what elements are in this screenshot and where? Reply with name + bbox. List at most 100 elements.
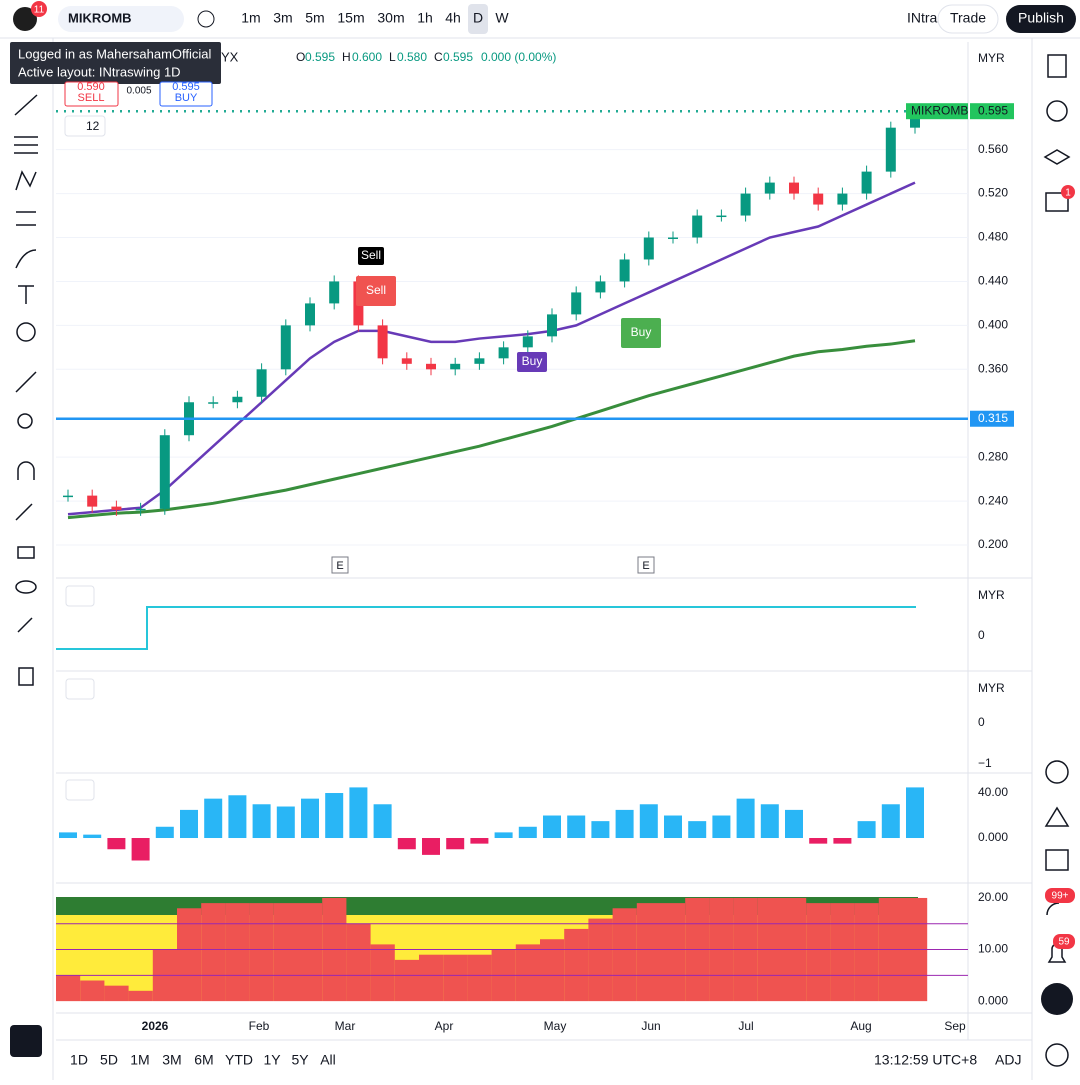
range-button[interactable]: All: [320, 1052, 336, 1068]
signal-text: Buy: [522, 354, 543, 368]
candle: [522, 336, 533, 348]
range-button[interactable]: 1Y: [263, 1052, 281, 1068]
avatar[interactable]: [13, 7, 37, 31]
interval[interactable]: 4h: [445, 10, 461, 26]
interval[interactable]: 1m: [241, 10, 260, 26]
range-button[interactable]: 5D: [100, 1052, 118, 1068]
pane-tick-label: 20.00: [978, 890, 1008, 904]
range-button[interactable]: 1M: [130, 1052, 149, 1068]
strength-bar: [467, 954, 492, 1002]
interval[interactable]: D: [473, 10, 483, 26]
legend-value: C: [434, 50, 443, 64]
histogram-bar: [857, 821, 876, 839]
price-tick-label: 0.440: [978, 274, 1008, 288]
favorites[interactable]: [10, 1025, 42, 1057]
earnings-text[interactable]: E: [642, 560, 649, 572]
legend-value: 0.595: [305, 50, 335, 64]
step-line: [56, 606, 916, 650]
candle: [498, 347, 509, 359]
symbol: MIKROMB: [68, 10, 132, 25]
right-toolbar[interactable]: [1043, 54, 1071, 1067]
histogram-bar: [131, 838, 150, 861]
interval[interactable]: 3m: [273, 10, 292, 26]
legend-value: O: [296, 50, 305, 64]
histogram-bar: [204, 798, 223, 839]
badge-text: 1: [1065, 188, 1071, 199]
indicator-toggle[interactable]: [64, 115, 106, 137]
signal-label: [517, 352, 547, 372]
pane-collapse[interactable]: [65, 678, 95, 700]
price-tick-label: 0.280: [978, 449, 1008, 463]
histogram-bar: [906, 787, 924, 839]
strength-bar: [225, 903, 250, 1002]
legend-symbol: YX: [221, 49, 239, 64]
interval[interactable]: 15m: [337, 10, 364, 26]
histogram-bar: [373, 804, 392, 839]
frame: [0, 37, 1080, 1080]
signal-label: [358, 247, 384, 265]
candle: [159, 435, 170, 509]
earnings-marker: [331, 556, 349, 574]
currency[interactable]: MYR: [978, 681, 1005, 695]
adj-toggle[interactable]: ADJ: [995, 1052, 1021, 1068]
pane-collapse[interactable]: [65, 585, 95, 607]
strength-bar: [636, 903, 661, 1002]
candle: [643, 237, 654, 260]
earnings-text[interactable]: E: [336, 560, 343, 572]
range-button[interactable]: 1D: [70, 1052, 88, 1068]
histogram-bar: [518, 826, 537, 839]
currency[interactable]: MYR: [978, 588, 1005, 602]
pane-tick-label: 0.000: [978, 830, 1008, 844]
range-button[interactable]: YTD: [225, 1052, 253, 1068]
histogram-bar: [446, 838, 465, 850]
price-tag-label: 0.315: [978, 411, 1008, 425]
sell-button[interactable]: [64, 81, 119, 107]
candle: [450, 363, 461, 370]
histogram-bar: [470, 838, 489, 844]
badge: [1045, 888, 1075, 903]
left-toolbar[interactable]: [14, 94, 38, 686]
histogram-bar: [228, 795, 247, 839]
range-button[interactable]: 3M: [162, 1052, 181, 1068]
apps[interactable]: [1041, 983, 1073, 1015]
publish-button[interactable]: [1006, 5, 1076, 33]
currency[interactable]: MYR: [978, 51, 1005, 65]
range-button[interactable]: 6M: [194, 1052, 213, 1068]
interval-active: [468, 4, 488, 34]
symbol-tag: [906, 103, 968, 120]
trade-button[interactable]: [937, 4, 999, 34]
candle: [329, 281, 340, 304]
badge: [1053, 934, 1075, 949]
add-symbol[interactable]: [197, 10, 215, 28]
histogram-bar: [785, 809, 803, 839]
price-tick-label: 0.480: [978, 230, 1008, 244]
candle: [740, 193, 751, 216]
strength-bar: [177, 908, 202, 1002]
range-button[interactable]: 5Y: [291, 1052, 309, 1068]
interval[interactable]: 5m: [305, 10, 324, 26]
layout-name[interactable]: INtra: [907, 10, 938, 26]
histogram-bar: [107, 838, 126, 850]
pane-collapse[interactable]: [65, 779, 95, 801]
interval[interactable]: 30m: [377, 10, 404, 26]
interval[interactable]: W: [495, 10, 509, 26]
histogram-bar: [325, 793, 344, 839]
strength-bar: [128, 990, 153, 1002]
indicator-count: 12: [86, 119, 100, 133]
strength-bar: [249, 903, 274, 1002]
histogram-bar: [180, 809, 198, 839]
strength-bar: [370, 944, 395, 1002]
histogram-bar: [760, 804, 779, 839]
strength-bar: [854, 903, 879, 1002]
buy-label: BUY: [175, 92, 198, 104]
strength-bar: [273, 903, 298, 1002]
legend-value: H: [342, 50, 351, 64]
symbol-search[interactable]: [58, 6, 184, 32]
interval[interactable]: 1h: [417, 10, 433, 26]
histogram-bar: [615, 809, 634, 839]
candle: [426, 363, 436, 370]
strength-bar: [830, 903, 855, 1002]
buy-button[interactable]: [159, 81, 213, 107]
histogram-bar: [397, 838, 416, 850]
sell-price: 0.590: [77, 81, 105, 93]
